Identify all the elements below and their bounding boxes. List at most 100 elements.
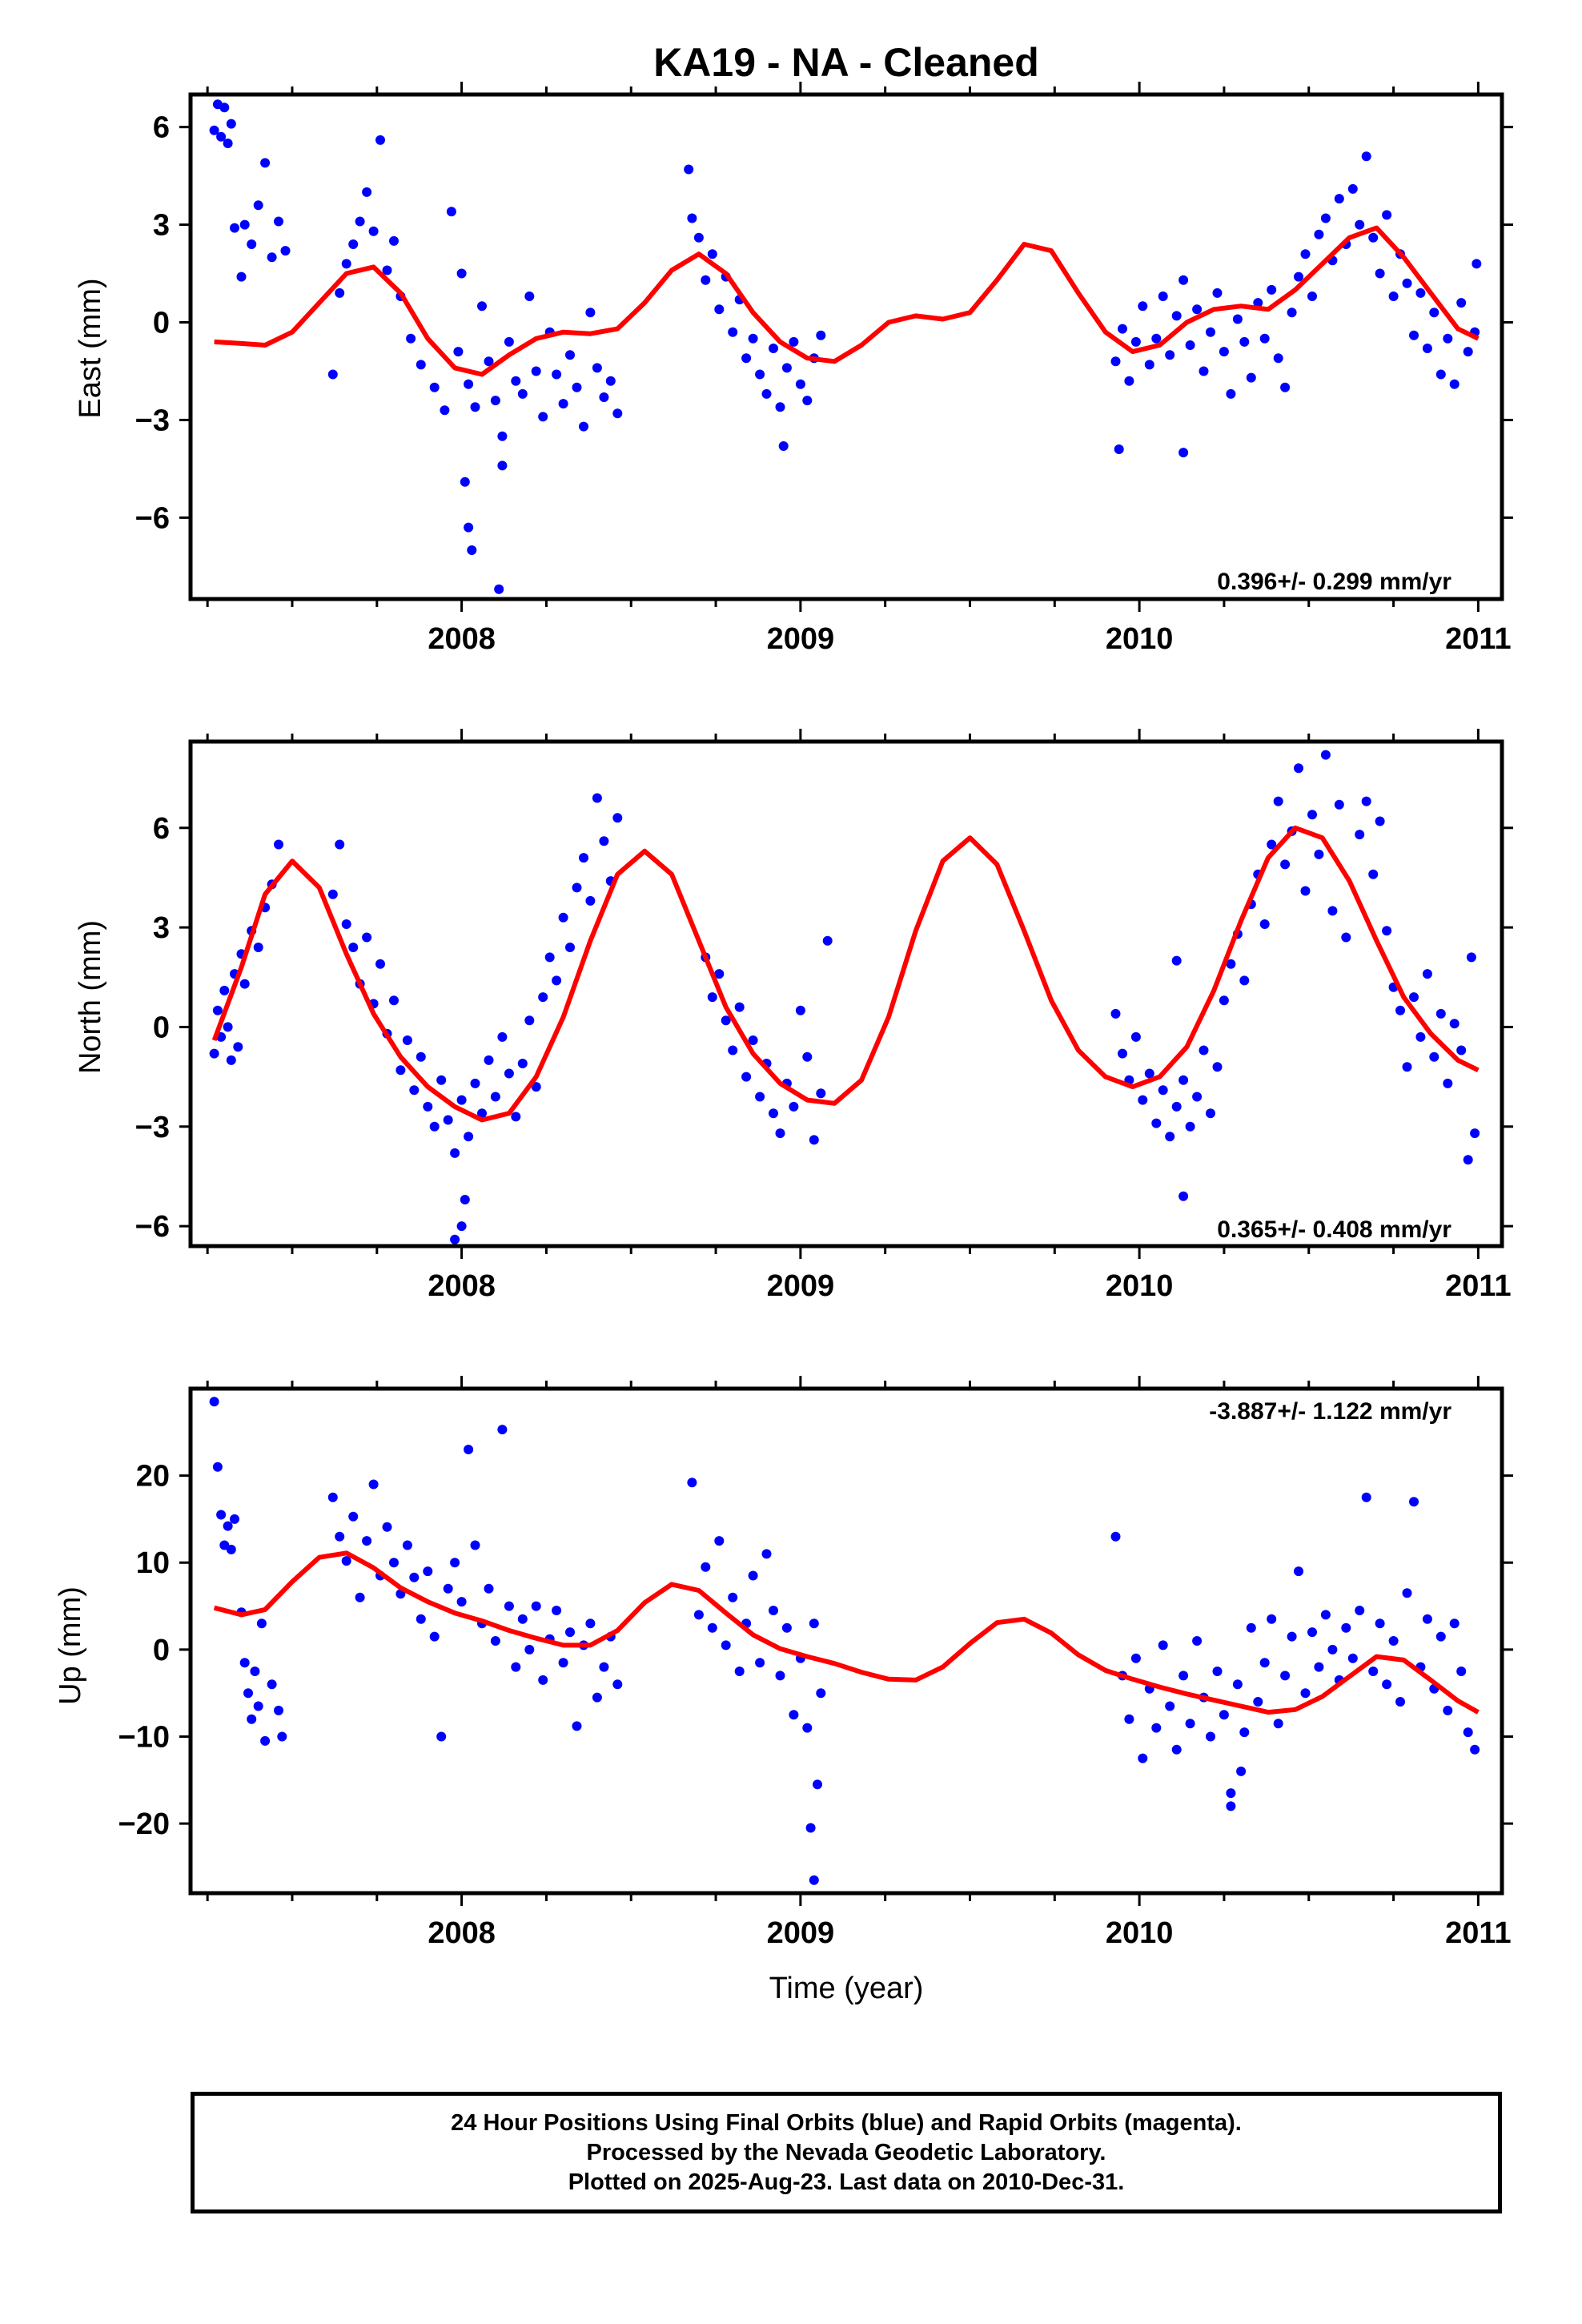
data-point bbox=[1463, 347, 1473, 357]
data-point bbox=[1192, 1636, 1203, 1646]
panel-east: East (mm) 0.396+/- 0.299 mm/yr 2008 2009 2… bbox=[74, 82, 1513, 656]
data-point bbox=[1443, 1705, 1453, 1715]
data-point bbox=[524, 1644, 535, 1655]
data-point bbox=[1307, 1627, 1317, 1638]
data-point bbox=[484, 1583, 494, 1594]
data-point bbox=[226, 1544, 236, 1554]
data-point bbox=[504, 1601, 514, 1611]
data-point bbox=[1226, 388, 1236, 399]
data-point bbox=[1382, 926, 1392, 936]
data-point bbox=[453, 347, 464, 357]
y-tick-label: −6 bbox=[135, 1210, 170, 1244]
footer-box: 24 Hour Positions Using Final Orbits (bl… bbox=[191, 2092, 1502, 2213]
data-point bbox=[423, 1566, 433, 1577]
data-point bbox=[1206, 1108, 1215, 1119]
data-point bbox=[1415, 1031, 1426, 1042]
data-point bbox=[511, 376, 521, 386]
data-point bbox=[1375, 1618, 1385, 1629]
data-point bbox=[1151, 1723, 1162, 1733]
data-point bbox=[1307, 292, 1317, 301]
data-point bbox=[274, 1705, 283, 1715]
data-point bbox=[707, 992, 717, 1003]
data-point bbox=[247, 239, 257, 249]
data-point bbox=[1361, 151, 1371, 162]
data-point bbox=[497, 460, 508, 471]
x-tick-label: 2008 bbox=[428, 1916, 496, 1950]
data-point bbox=[341, 1556, 351, 1566]
data-point bbox=[778, 441, 789, 451]
data-point bbox=[552, 975, 562, 986]
data-point bbox=[1280, 859, 1291, 870]
data-point bbox=[1435, 369, 1446, 380]
data-point bbox=[1422, 1614, 1432, 1624]
data-point bbox=[335, 1531, 345, 1542]
data-point bbox=[274, 839, 283, 850]
x-tick-label: 2011 bbox=[1445, 1269, 1511, 1303]
data-point bbox=[460, 1195, 470, 1204]
data-point bbox=[464, 379, 474, 389]
data-point bbox=[260, 1735, 271, 1746]
data-point bbox=[1259, 333, 1270, 344]
data-point bbox=[538, 1675, 548, 1685]
data-point bbox=[355, 216, 365, 227]
data-point bbox=[1382, 1679, 1392, 1690]
data-point bbox=[226, 1055, 236, 1065]
y-tick-label: −3 bbox=[135, 1111, 170, 1144]
data-point bbox=[230, 1514, 239, 1524]
data-point bbox=[1456, 298, 1467, 308]
data-point bbox=[219, 985, 230, 995]
data-point bbox=[1409, 992, 1419, 1003]
data-point bbox=[1165, 1132, 1175, 1142]
data-point bbox=[693, 1610, 704, 1620]
data-point bbox=[456, 268, 467, 279]
data-point bbox=[1118, 1048, 1127, 1059]
data-point bbox=[1246, 1622, 1256, 1633]
data-point bbox=[1368, 232, 1379, 243]
data-point bbox=[558, 1658, 568, 1668]
data-point bbox=[1178, 1075, 1189, 1085]
data-point bbox=[1206, 327, 1215, 337]
data-point bbox=[1239, 975, 1250, 986]
data-point bbox=[223, 139, 233, 148]
data-point bbox=[1130, 336, 1141, 347]
data-point bbox=[484, 1055, 494, 1065]
data-point bbox=[612, 813, 623, 823]
data-point bbox=[409, 1572, 420, 1582]
data-point bbox=[1287, 1631, 1297, 1642]
data-point bbox=[1456, 1667, 1467, 1676]
data-point bbox=[1178, 448, 1189, 458]
data-point bbox=[748, 333, 758, 344]
x-tick-label: 2009 bbox=[767, 1916, 835, 1950]
data-point bbox=[802, 396, 813, 406]
data-point bbox=[1409, 330, 1419, 340]
data-point bbox=[1388, 1636, 1399, 1646]
data-point bbox=[701, 275, 711, 285]
data-point bbox=[1226, 1801, 1236, 1811]
data-point bbox=[1472, 259, 1482, 269]
data-point bbox=[805, 1823, 816, 1833]
data-point bbox=[1171, 955, 1182, 966]
data-point bbox=[406, 333, 416, 344]
data-point bbox=[1212, 1667, 1223, 1676]
data-point bbox=[226, 119, 236, 129]
data-point bbox=[1422, 344, 1432, 353]
data-point bbox=[1449, 1618, 1460, 1629]
data-point bbox=[429, 382, 440, 392]
x-tick-label: 2008 bbox=[428, 1269, 496, 1303]
data-point bbox=[558, 912, 568, 923]
data-point bbox=[464, 1445, 474, 1454]
data-point bbox=[1171, 311, 1182, 321]
data-point bbox=[1138, 1095, 1148, 1105]
data-point bbox=[775, 1671, 785, 1681]
data-point bbox=[1294, 763, 1303, 774]
data-point bbox=[1219, 995, 1229, 1006]
data-point bbox=[1466, 952, 1476, 963]
data-point bbox=[267, 252, 277, 263]
data-point bbox=[511, 1662, 521, 1672]
data-point bbox=[1178, 1191, 1189, 1201]
plot-frame bbox=[188, 92, 1504, 601]
data-point bbox=[1395, 1005, 1405, 1015]
data-point bbox=[538, 992, 548, 1003]
data-point bbox=[1355, 219, 1365, 230]
